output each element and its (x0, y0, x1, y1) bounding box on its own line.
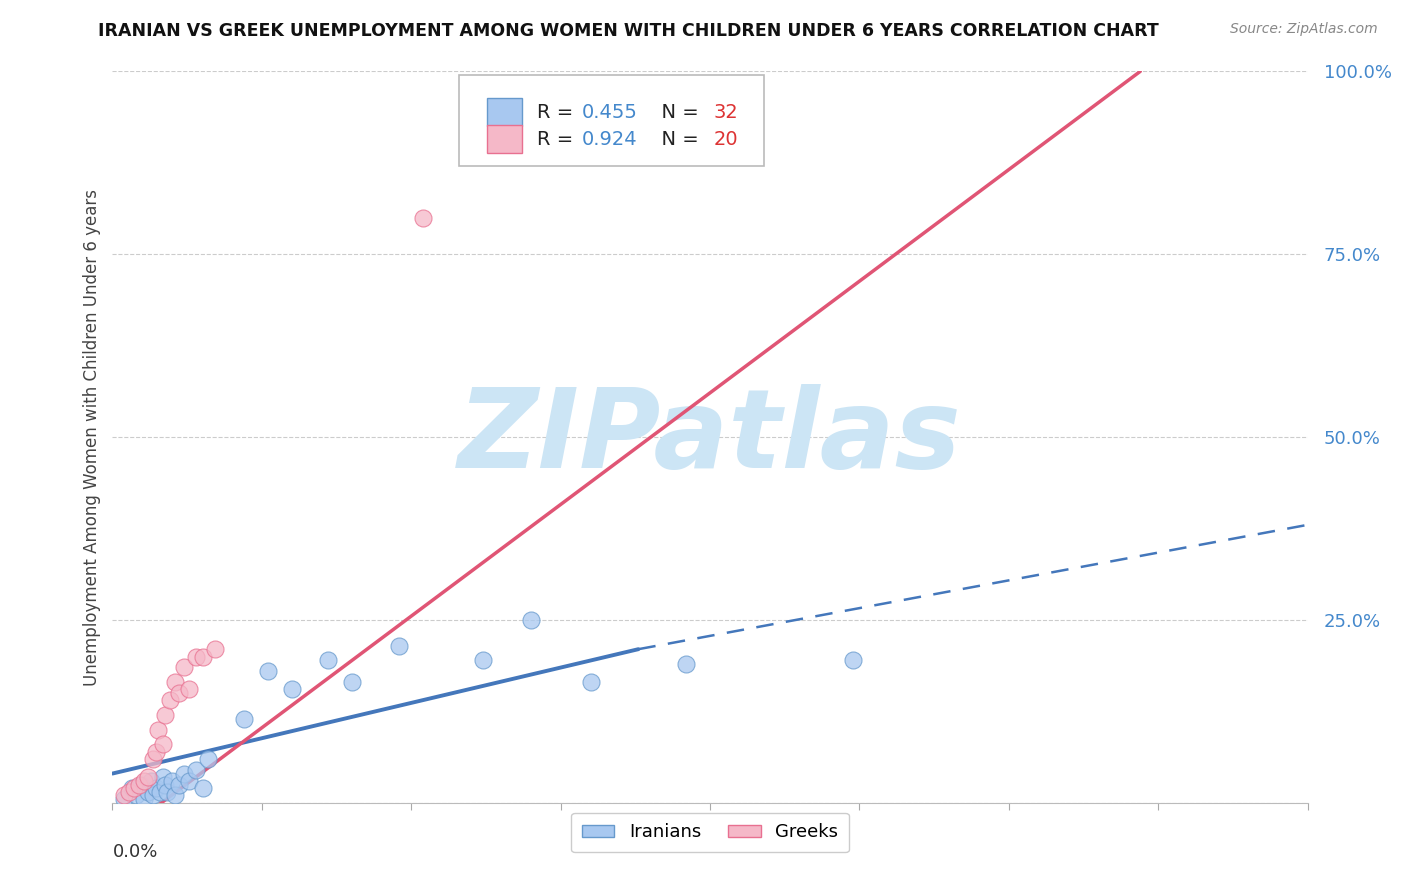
Point (138, 785, 160, 799)
Point (675, 657, 697, 671)
Point (177, 682, 200, 697)
Point (132, 773, 155, 788)
Point (169, 686, 191, 700)
Point (186, 763, 208, 777)
Point (153, 708, 176, 723)
Point (146, 723, 169, 737)
Point (257, 664, 280, 678)
Text: N =: N = (650, 103, 704, 122)
Text: R =: R = (537, 103, 579, 122)
Point (152, 770, 174, 784)
Point (118, 785, 141, 799)
Point (162, 773, 183, 788)
Text: N =: N = (650, 129, 704, 149)
Point (139, 773, 162, 788)
Point (233, 712, 256, 726)
Point (114, 792, 135, 806)
Point (193, 649, 215, 664)
Point (204, 642, 226, 657)
Point (156, 785, 179, 799)
Point (153, 778, 176, 792)
Point (132, 792, 155, 806)
Point (197, 752, 219, 766)
Point (388, 639, 411, 653)
Point (142, 752, 165, 766)
Text: R =: R = (537, 129, 579, 149)
Point (472, 653, 495, 667)
Point (173, 660, 195, 674)
Point (159, 693, 181, 707)
Point (316, 653, 339, 667)
Point (121, 781, 143, 796)
Point (152, 737, 174, 751)
Point (579, 675, 602, 690)
Point (122, 781, 145, 796)
Point (842, 653, 865, 667)
Point (173, 766, 195, 780)
Legend: Iranians, Greeks: Iranians, Greeks (571, 813, 849, 852)
Point (125, 789, 148, 803)
Point (520, 613, 543, 627)
FancyBboxPatch shape (486, 126, 523, 153)
Text: 0.455: 0.455 (582, 103, 638, 122)
Point (145, 745, 167, 759)
Point (163, 789, 186, 803)
Text: Source: ZipAtlas.com: Source: ZipAtlas.com (1230, 22, 1378, 37)
Point (163, 675, 186, 690)
Point (114, 789, 135, 803)
Point (138, 770, 160, 784)
Point (129, 778, 152, 792)
Point (186, 649, 208, 664)
FancyBboxPatch shape (458, 75, 763, 167)
Text: 0.0%: 0.0% (112, 843, 157, 861)
Point (177, 773, 200, 788)
Text: IRANIAN VS GREEK UNEMPLOYMENT AMONG WOMEN WITH CHILDREN UNDER 6 YEARS CORRELATIO: IRANIAN VS GREEK UNEMPLOYMENT AMONG WOME… (98, 22, 1159, 40)
Point (128, 778, 150, 792)
Point (142, 789, 165, 803)
Text: 32: 32 (714, 103, 738, 122)
Point (193, 781, 215, 796)
Point (149, 785, 172, 799)
Point (281, 682, 304, 697)
Text: 0.924: 0.924 (582, 129, 638, 149)
FancyBboxPatch shape (486, 98, 523, 127)
Point (145, 781, 167, 796)
Point (340, 675, 363, 690)
Text: ZIPatlas: ZIPatlas (458, 384, 962, 491)
Point (169, 778, 191, 792)
Y-axis label: Unemployment Among Women with Children Under 6 years: Unemployment Among Women with Children U… (83, 188, 101, 686)
Point (412, 211, 434, 225)
Text: 20: 20 (714, 129, 738, 149)
